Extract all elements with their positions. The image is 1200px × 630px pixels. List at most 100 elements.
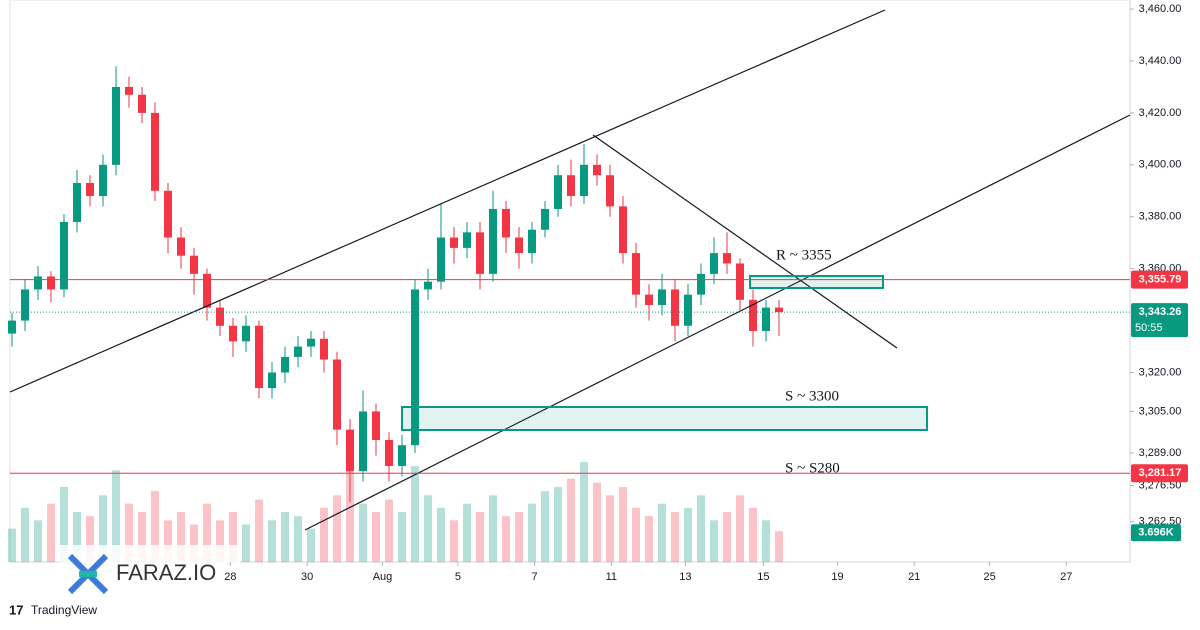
- candle-body: [60, 221, 68, 290]
- candle-body: [99, 164, 107, 196]
- volume-label: 3.696K: [1138, 527, 1174, 539]
- x-tick-label: 13: [679, 571, 691, 583]
- volume-bar: [515, 512, 523, 562]
- volume-bar: [229, 512, 237, 562]
- volume-bar: [762, 520, 770, 562]
- volume-bar: [242, 524, 250, 562]
- volume-bar: [658, 503, 666, 562]
- volume-bar: [697, 495, 705, 562]
- volume-bar: [21, 507, 29, 562]
- x-tick-label: 21: [908, 571, 920, 583]
- volume-bar: [255, 499, 263, 562]
- volume-bar: [736, 495, 744, 562]
- volume-bar: [489, 495, 497, 562]
- candle-body: [307, 338, 315, 347]
- volume-bar: [346, 470, 354, 562]
- volume-bar: [749, 507, 757, 562]
- volume-bar: [203, 503, 211, 562]
- volume-bar: [424, 495, 432, 562]
- footer-text: TradingView: [31, 603, 97, 617]
- candle-body: [268, 372, 276, 389]
- watermark-logo: FARAZ.IO: [60, 545, 240, 595]
- candle-body: [723, 253, 731, 264]
- price-label: 3,281.17: [1139, 467, 1182, 479]
- volume-bar: [125, 503, 133, 562]
- candle-body: [21, 289, 29, 321]
- volume-bar: [372, 512, 380, 562]
- volume-bar: [502, 516, 510, 562]
- x-tick-label: 19: [831, 571, 843, 583]
- x-tick-label: 11: [606, 571, 617, 583]
- candle-body: [151, 112, 159, 191]
- countdown: 50:55: [1135, 322, 1163, 334]
- candle-body: [593, 164, 601, 176]
- y-tick-label: 3,276.50: [1139, 479, 1182, 491]
- volume-bar: [73, 512, 81, 562]
- candle-body: [658, 289, 666, 306]
- candle-body: [34, 276, 42, 290]
- price-label-bg: [1131, 270, 1188, 289]
- candle-body: [515, 237, 523, 254]
- candle-body: [632, 253, 640, 295]
- candle-body: [346, 429, 354, 472]
- volume-bar: [580, 462, 588, 562]
- annotation: S ~ 3300: [785, 388, 839, 404]
- y-tick-label: 3,460.00: [1139, 3, 1182, 15]
- y-tick-label: 3,305.00: [1139, 405, 1182, 417]
- y-tick-label: 3,320.00: [1139, 366, 1182, 378]
- volume-bar: [619, 487, 627, 562]
- candle-body: [320, 338, 328, 360]
- candle-body: [489, 208, 497, 274]
- price-label: 3,355.79: [1139, 274, 1182, 286]
- x-tick-label: 27: [1060, 571, 1072, 583]
- support-zone: [401, 406, 928, 431]
- candle-body: [424, 281, 432, 290]
- candle-body: [229, 325, 237, 342]
- volume-bar: [112, 470, 120, 562]
- volume-bar: [138, 512, 146, 562]
- candle-body: [138, 94, 146, 113]
- volume-bar: [60, 487, 68, 562]
- volume-bar: [320, 507, 328, 562]
- volume-label-bg: [1131, 524, 1181, 542]
- candle-body: [411, 289, 419, 446]
- candle-body: [645, 294, 653, 306]
- candle-body: [541, 208, 549, 230]
- volume-bar: [723, 512, 731, 562]
- current-price-label: 3,343.26: [1139, 306, 1182, 318]
- volume-bar: [411, 466, 419, 562]
- candle-body: [255, 325, 263, 389]
- candle-body: [762, 307, 770, 331]
- candle-body: [8, 320, 16, 334]
- footer: 17 TradingView: [9, 602, 97, 617]
- candle-body: [684, 294, 692, 326]
- candle-body: [619, 206, 627, 254]
- candle-body: [671, 289, 679, 326]
- volume-bar: [450, 520, 458, 562]
- volume-bar: [164, 520, 172, 562]
- candle-body: [463, 232, 471, 248]
- x-tick-label: 7: [532, 571, 538, 583]
- y-tick-label: 3,420.00: [1139, 107, 1182, 119]
- watermark-text: FARAZ.IO: [116, 560, 216, 585]
- candle-body: [476, 232, 484, 274]
- candle-body: [749, 299, 757, 331]
- volume-bar: [398, 512, 406, 562]
- candle-body: [359, 411, 367, 472]
- volume-bar: [632, 507, 640, 562]
- volume-bar: [190, 524, 198, 562]
- x-tick-label: 30: [301, 571, 313, 583]
- candle-body: [398, 445, 406, 466]
- volume-bar: [606, 495, 614, 562]
- volume-bar: [710, 520, 718, 562]
- x-tick-label: 15: [757, 571, 769, 583]
- volume-bar: [307, 528, 315, 562]
- candle-body: [385, 439, 393, 466]
- volume-bar: [385, 499, 393, 562]
- x-tick-label: 28: [224, 571, 236, 583]
- volume-bar: [216, 520, 224, 562]
- trendline: [304, 114, 1131, 531]
- candle-body: [450, 237, 458, 248]
- candle-body: [47, 276, 55, 290]
